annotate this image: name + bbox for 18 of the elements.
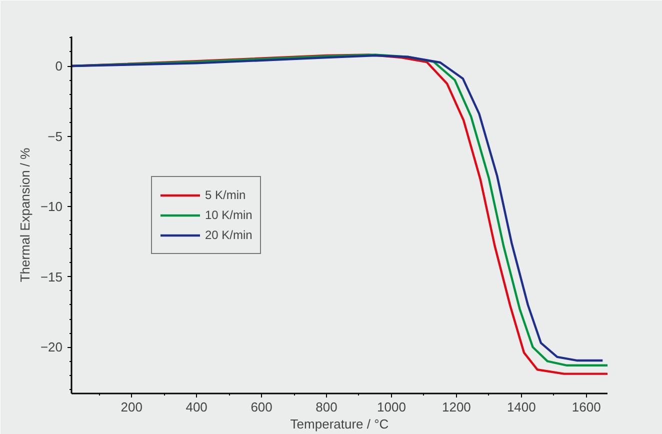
y-tick-label: −5 <box>48 128 63 144</box>
x-tick-label: 1400 <box>506 400 536 414</box>
y-tick-label: −15 <box>40 269 63 284</box>
y-tick-label: −20 <box>40 340 63 355</box>
legend-label: 5 K/min <box>205 188 246 202</box>
legend-label: 10 K/min <box>205 208 252 222</box>
x-tick-label: 1600 <box>572 400 601 414</box>
x-tick-label: 1000 <box>377 400 406 414</box>
x-tick-label: 1200 <box>442 400 471 414</box>
y-axis-title: Thermal Expansion / % <box>17 147 32 282</box>
x-tick-label: 400 <box>186 400 208 414</box>
y-tick-label: −10 <box>40 199 63 214</box>
x-axis-title: Temperature / °C <box>290 416 389 432</box>
x-tick-label: 200 <box>120 400 142 414</box>
x-tick-label: 800 <box>316 400 338 414</box>
x-tick-label: 600 <box>250 400 272 414</box>
y-tick-label: 0 <box>55 58 63 74</box>
legend-label: 20 K/min <box>205 228 252 242</box>
